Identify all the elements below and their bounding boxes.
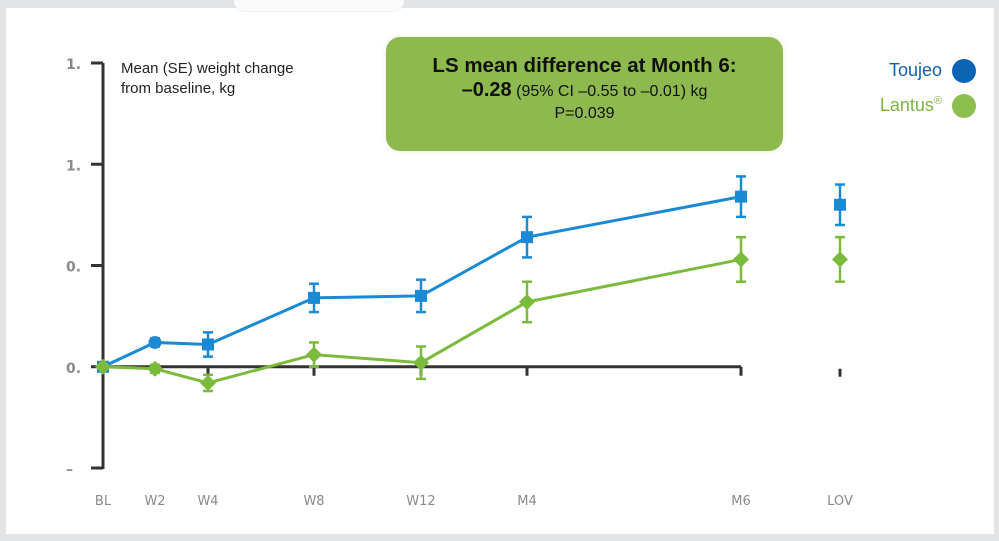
legend-text: Toujeo <box>888 60 942 80</box>
series-toujeo <box>97 175 846 373</box>
data-point <box>413 354 429 371</box>
legend-text: Lantus <box>879 95 934 115</box>
data-point <box>735 190 747 203</box>
data-point <box>148 335 162 349</box>
y-axis-title-line2: from baseline, kg <box>121 80 236 97</box>
series-layer <box>95 175 848 393</box>
y-tick-label: 1. <box>66 158 81 174</box>
x-tick-label: LOV <box>827 494 853 509</box>
chart-canvas: 1. 1. 0. 0. – BL W2 W4 W8 W12 M4 M6 LOV <box>66 57 853 509</box>
callout-difference: –0.28 (95% CI –0.55 to –0.01) kg <box>386 79 783 103</box>
series-lantus <box>95 235 848 393</box>
data-point <box>519 293 535 310</box>
legend: Toujeo Lantus® <box>880 53 976 123</box>
data-point <box>733 251 749 268</box>
callout-title: LS mean difference at Month 6: <box>432 54 737 77</box>
legend-item-toujeo: Toujeo <box>880 53 976 88</box>
data-point <box>832 251 848 268</box>
legend-item-lantus: Lantus® <box>880 88 976 123</box>
data-point <box>521 231 533 244</box>
callout-diff-value: –0.28 <box>461 79 512 101</box>
data-point <box>306 346 322 363</box>
legend-label-toujeo: Toujeo <box>889 60 942 81</box>
x-tick-label: W2 <box>144 494 165 509</box>
y-tick-label: 1. <box>66 57 81 73</box>
legend-superscript: ® <box>933 95 942 107</box>
y-tick-label: 0. <box>66 260 81 276</box>
x-tick-label: M4 <box>517 494 537 509</box>
x-tick-label: W12 <box>406 494 435 509</box>
x-tick-label: W4 <box>197 494 218 509</box>
legend-marker-toujeo <box>952 58 976 83</box>
ls-mean-difference-callout: LS mean difference at Month 6: –0.28 (95… <box>386 37 783 151</box>
data-point <box>147 360 163 377</box>
data-point <box>308 291 320 304</box>
data-point <box>202 338 214 351</box>
chart-panel: 1. 1. 0. 0. – BL W2 W4 W8 W12 M4 M6 LOV Mean (SE) we… <box>6 0 994 534</box>
callout-ci: (95% CI –0.55 to –0.01) kg <box>511 83 708 100</box>
data-point <box>95 358 111 375</box>
data-point <box>200 374 216 391</box>
x-tick-label: M6 <box>731 494 751 509</box>
legend-marker-lantus <box>952 93 976 118</box>
y-axis-title-line1: Mean (SE) weight change <box>121 60 294 77</box>
y-tick-label: – <box>66 462 73 478</box>
x-tick-label: W8 <box>303 494 324 509</box>
data-point <box>415 289 427 302</box>
callout-p-value: P=0.039 <box>554 105 615 122</box>
x-tick-label: BL <box>95 494 112 509</box>
data-point <box>834 198 846 211</box>
y-axis-title: Mean (SE) weight change from baseline, k… <box>121 59 351 99</box>
y-tick-label: 0. <box>66 361 81 377</box>
top-tab-edge <box>234 0 404 11</box>
legend-label-lantus: Lantus® <box>880 95 942 116</box>
